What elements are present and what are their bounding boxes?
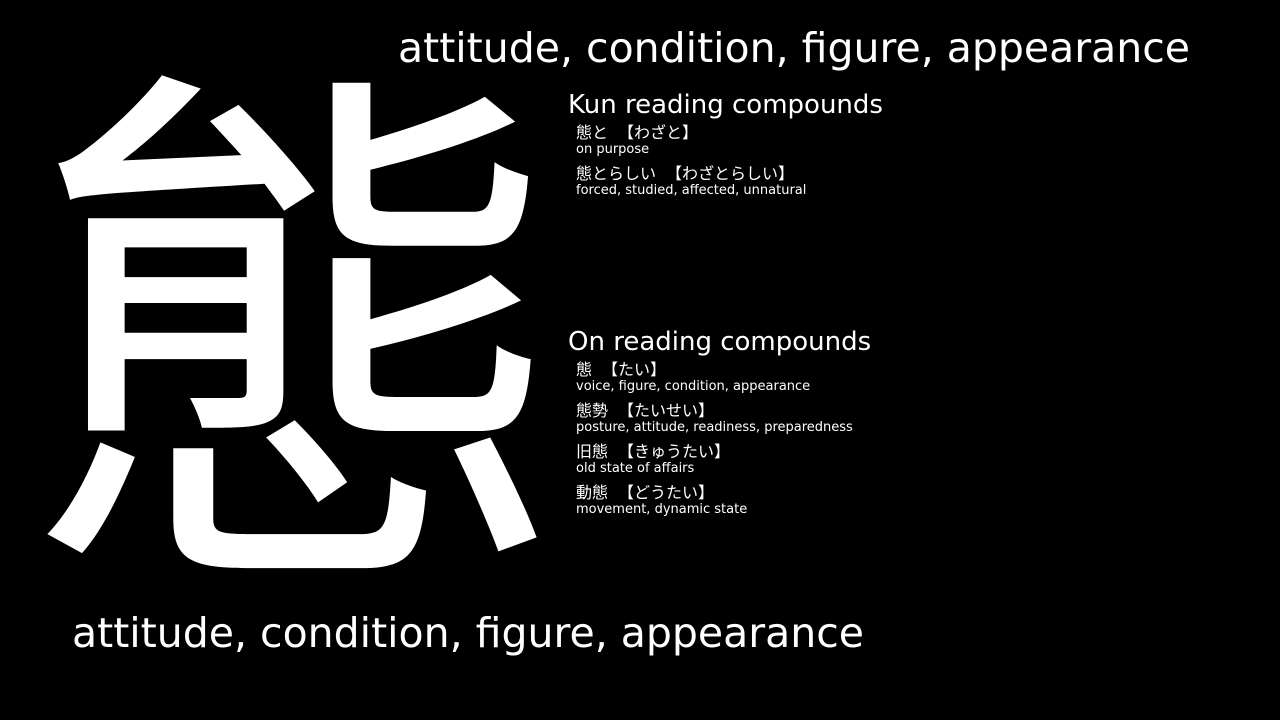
compound-gloss: old state of affairs — [576, 461, 695, 476]
compound-word: 態勢 — [576, 401, 609, 420]
compound-reading: 【わざとらしい】 — [666, 164, 795, 183]
compound-reading: 【わざと】 — [618, 123, 699, 142]
compound-word: 態と — [576, 123, 609, 142]
compound-reading: 【どうたい】 — [618, 483, 715, 502]
compound-gloss: on purpose — [576, 142, 650, 157]
compound-head: 態と 【わざと】 — [576, 123, 883, 143]
meaning-top: attitude, condition, figure, appearance — [398, 24, 1191, 72]
compound-entry: 態勢 【たいせい】 posture, attitude, readiness, p… — [576, 401, 871, 435]
on-section-title: On reading compounds — [568, 327, 872, 357]
compound-gloss: forced, studied, affected, unnatural — [576, 183, 807, 198]
compound-entry: 旧態 【きゅうたい】 old state of affairs — [576, 442, 871, 476]
compound-entry: 動態 【どうたい】 movement, dynamic state — [576, 483, 871, 517]
kun-section-title: Kun reading compounds — [568, 90, 883, 120]
compound-gloss: posture, attitude, readiness, preparedne… — [576, 420, 853, 435]
compound-head: 旧態 【きゅうたい】 — [576, 442, 871, 462]
compound-head: 動態 【どうたい】 — [576, 483, 871, 503]
kun-reading-section: Kun reading compounds 態と 【わざと】 on purpose… — [568, 89, 883, 205]
compound-reading: 【たい】 — [602, 360, 667, 379]
compound-word: 旧態 — [576, 442, 609, 461]
main-kanji: 態 — [28, 32, 568, 660]
compound-word: 動態 — [576, 483, 609, 502]
compound-head: 態【たい】 — [576, 360, 871, 380]
compound-gloss: voice, figure, condition, appearance — [576, 379, 811, 394]
on-reading-section: On reading compounds 態【たい】 voice, figure… — [568, 326, 871, 524]
compound-entry: 態【たい】 voice, figure, condition, appearan… — [576, 360, 871, 394]
compound-reading: 【きゅうたい】 — [618, 442, 731, 461]
compound-head: 態勢 【たいせい】 — [576, 401, 871, 421]
compound-entry: 態とらしい 【わざとらしい】 forced, studied, affected,… — [576, 164, 883, 198]
kun-entry-list: 態と 【わざと】 on purpose 態とらしい 【わざとらしい】 forced,… — [576, 123, 883, 198]
compound-word: 態 — [576, 360, 593, 379]
meaning-bottom: attitude, condition, figure, appearance — [72, 609, 865, 657]
on-entry-list: 態【たい】 voice, figure, condition, appearan… — [576, 360, 871, 517]
compound-gloss: movement, dynamic state — [576, 502, 748, 517]
compound-word: 態とらしい — [576, 164, 657, 183]
compound-entry: 態と 【わざと】 on purpose — [576, 123, 883, 157]
compound-head: 態とらしい 【わざとらしい】 — [576, 164, 883, 184]
compound-reading: 【たいせい】 — [618, 401, 715, 420]
